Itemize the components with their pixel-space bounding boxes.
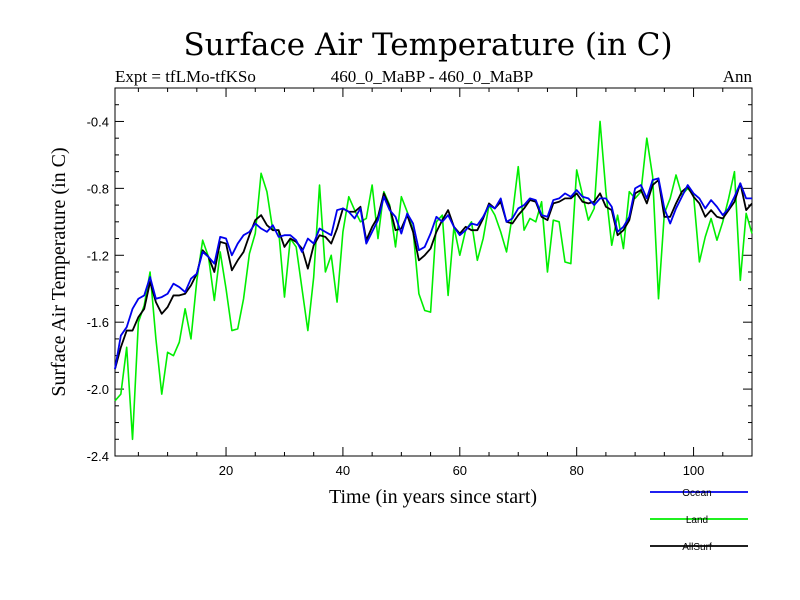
legend: Ocean Land AllSurf [650,488,748,553]
series-line-allsurf [114,179,753,370]
series-line-land [114,120,753,441]
y-tick-label: -0.8 [87,181,109,196]
chart-title: Surface Air Temperature (in C) [183,27,672,63]
legend-label-allsurf: AllSurf [682,542,712,553]
x-tick-label: 20 [219,463,233,478]
legend-label-ocean: Ocean [682,488,711,499]
x-tick-label: 100 [683,463,705,478]
legend-label-land: Land [686,515,708,526]
period-label: 460_0_MaBP - 460_0_MaBP [331,67,533,86]
series-line-ocean [114,177,752,370]
y-tick-label: -1.6 [87,315,109,330]
x-tick-label: 80 [569,463,583,478]
axis-ticks: -2.4 -2.0 -1.6 -1.2 -0.8 -0.4 20 40 60 80 100 [87,87,753,478]
y-tick-label: -1.2 [87,248,109,263]
x-tick-label: 40 [336,463,350,478]
y-axis-label: Surface Air Temperature (in C) [48,147,70,396]
y-tick-label: -2.0 [87,382,109,397]
x-axis-label: Time (in years since start) [329,486,537,508]
season-label: Ann [723,67,753,86]
y-tick-label: -2.4 [87,449,109,464]
series-lines [114,120,753,441]
experiment-label: Expt = tfLMo-tfKSo [115,67,256,86]
y-tick-label: -0.4 [87,114,109,129]
x-tick-label: 60 [453,463,467,478]
